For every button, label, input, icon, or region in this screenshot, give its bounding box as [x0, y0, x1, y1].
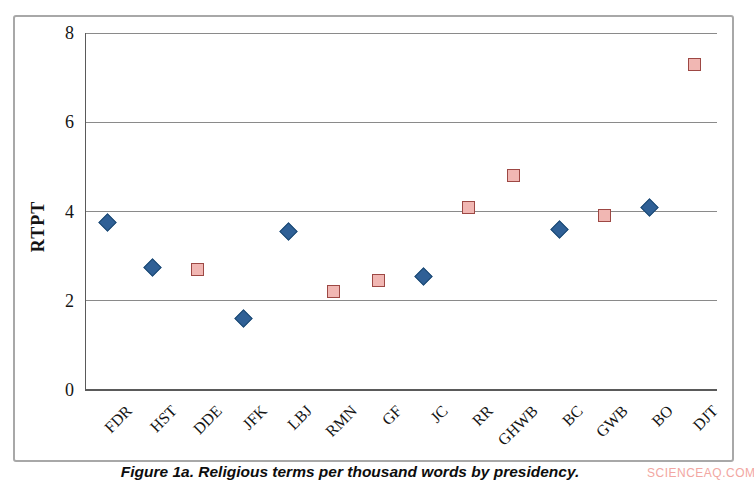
y-tick-label-0: 0 [40, 380, 74, 400]
data-point-DDE [191, 263, 204, 276]
data-point-RMN [327, 285, 340, 298]
data-point-FDR [98, 213, 116, 231]
gridline-2 [85, 300, 717, 301]
data-point-GF [372, 274, 385, 287]
y-tick-label-4: 4 [40, 202, 74, 222]
data-point-JFK [234, 309, 252, 327]
data-point-LBJ [279, 222, 297, 240]
data-point-BO [640, 198, 658, 216]
y-tick-label-2: 2 [40, 291, 74, 311]
y-axis-line [85, 33, 86, 390]
data-point-HST [144, 258, 162, 276]
data-point-GWB [598, 209, 611, 222]
data-point-RR [462, 201, 475, 214]
chart-layer: 02468FDRHSTDDEJFKLBJRMNGFJCRRGHWBBCGWBBO… [0, 0, 754, 490]
figure-caption: Figure 1a. Religious terms per thousand … [20, 463, 680, 481]
data-point-JC [414, 267, 432, 285]
data-point-DJT [688, 58, 701, 71]
y-tick-label-6: 6 [40, 112, 74, 132]
watermark: SCIENCEAQ.COM [647, 466, 754, 480]
gridline-4 [85, 211, 717, 212]
y-tick-label-8: 8 [40, 23, 74, 43]
gridline-6 [85, 122, 717, 123]
figure-page: RTPT 02468FDRHSTDDEJFKLBJRMNGFJCRRGHWBBC… [0, 0, 754, 490]
data-point-BC [550, 220, 568, 238]
x-axis-line [85, 389, 717, 391]
gridline-8 [85, 33, 717, 34]
data-point-GHWB [507, 169, 520, 182]
